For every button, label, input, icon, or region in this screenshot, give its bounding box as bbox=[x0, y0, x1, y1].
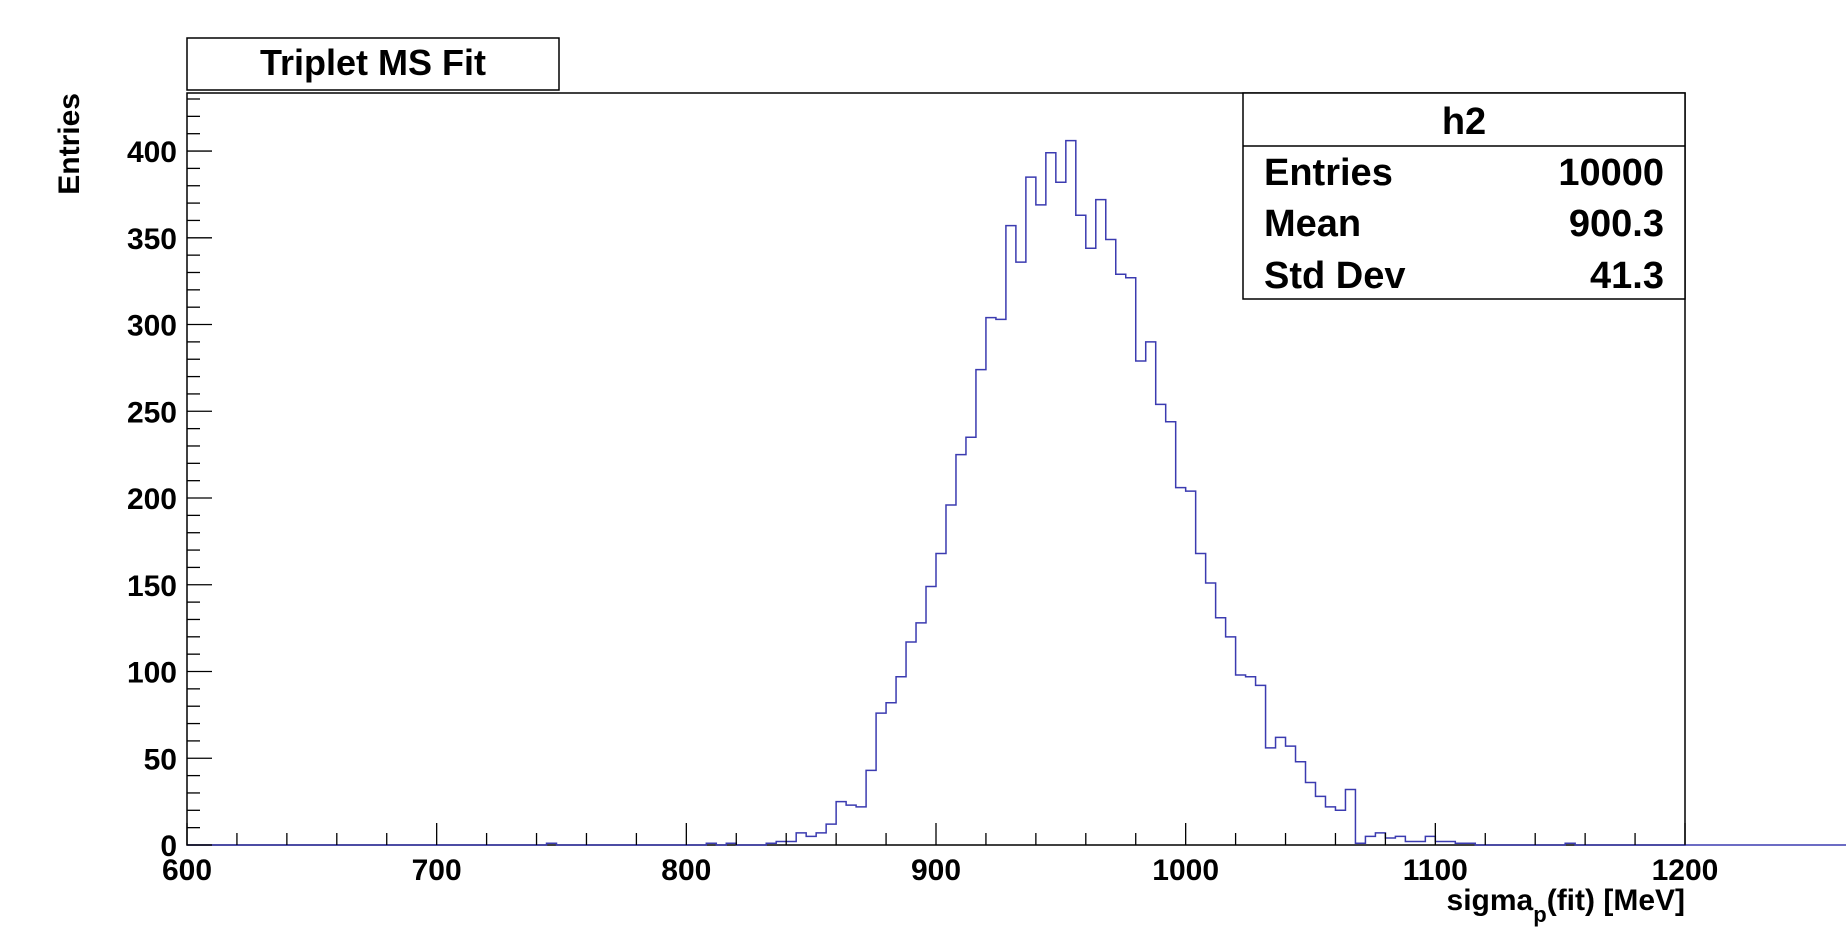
axis-ticks bbox=[186, 98, 1686, 846]
x-axis-label-tail: (fit) [MeV] bbox=[1547, 884, 1685, 917]
stats-entries-value: 10000 bbox=[1558, 152, 1664, 194]
y-tick-label: 300 bbox=[127, 310, 177, 343]
stats-mean-value: 900.3 bbox=[1569, 203, 1664, 245]
x-axis-label-subscript: p bbox=[1533, 902, 1546, 927]
y-tick-label: 150 bbox=[127, 570, 177, 603]
tick-labels: 600 700 800 900 1000 1100 1200 0 50 100 150 200 250 3… bbox=[127, 136, 1718, 887]
x-tick-label: 800 bbox=[661, 854, 711, 887]
chart-title: Triplet MS Fit bbox=[260, 42, 486, 83]
y-tick-label: 200 bbox=[127, 483, 177, 516]
y-axis-label: Entries bbox=[53, 93, 86, 195]
y-tick-label: 350 bbox=[127, 223, 177, 256]
stats-stddev-label: Std Dev bbox=[1264, 255, 1405, 297]
y-tick-label: 250 bbox=[127, 396, 177, 429]
y-tick-label: 400 bbox=[127, 136, 177, 169]
x-tick-label: 1000 bbox=[1152, 854, 1219, 887]
y-tick-label: 0 bbox=[160, 830, 177, 863]
stats-entries-label: Entries bbox=[1264, 152, 1393, 194]
y-tick-label: 100 bbox=[127, 657, 177, 690]
y-tick-label: 50 bbox=[144, 743, 177, 776]
stats-mean-label: Mean bbox=[1264, 203, 1361, 245]
stats-box-frame bbox=[1242, 92, 1686, 300]
x-axis-label: sigmap(fit) [MeV] bbox=[1447, 884, 1685, 927]
x-axis-label-main: sigma bbox=[1447, 884, 1534, 917]
histogram-series bbox=[187, 139, 1846, 846]
stats-box: h2 Entries 10000 Mean 900.3 Std Dev 41.3 bbox=[1242, 92, 1686, 300]
stats-stddev-value: 41.3 bbox=[1590, 255, 1664, 297]
x-tick-label: 1200 bbox=[1652, 854, 1719, 887]
x-tick-label: 900 bbox=[911, 854, 961, 887]
title-box bbox=[186, 37, 560, 91]
x-tick-label: 600 bbox=[162, 854, 212, 887]
x-tick-label: 700 bbox=[412, 854, 462, 887]
stats-box-name: h2 bbox=[1442, 101, 1486, 143]
x-tick-label: 1100 bbox=[1403, 854, 1468, 887]
